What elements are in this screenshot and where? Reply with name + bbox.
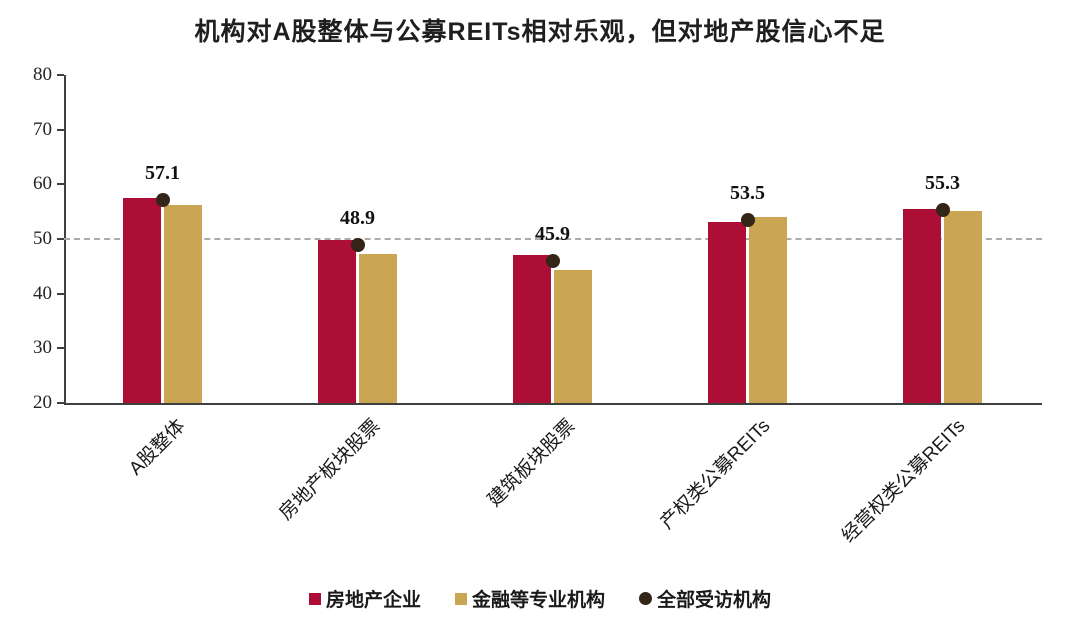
x-axis-line [64,403,1042,405]
bar-series-1 [903,209,941,403]
reference-line [64,238,1042,240]
data-label: 45.9 [535,223,570,246]
x-axis-label: A股整体 [124,415,189,480]
y-axis-line [64,75,66,405]
dot-marker [935,203,950,218]
y-axis-tick [57,402,64,404]
dot-marker [740,212,755,227]
y-axis-tick-label: 30 [33,337,52,359]
y-axis-tick [57,292,64,295]
dot-marker [350,238,365,252]
bar-series-1 [513,255,551,403]
data-label: 57.1 [145,162,180,185]
legend-item-series-2: 金融等专业机构 [454,585,605,612]
y-axis-tick-label: 40 [33,282,52,304]
y-axis-tick [57,238,64,240]
x-axis-label: 建筑板块股票 [483,415,579,512]
bar-series-2 [164,205,202,403]
y-axis-tick-label: 70 [33,118,52,140]
y-axis-tick-label: 20 [33,392,52,413]
dot-marker [155,193,170,208]
x-axis-label: 经营权类公募REITs [837,415,969,547]
legend-square-icon [308,592,321,605]
data-label: 55.3 [925,172,960,195]
bar-series-2 [554,270,592,403]
chart-title: 机构对A股整体与公募REITs相对乐观，但对地产股信心不足 [194,18,886,46]
x-axis-label: 产权类公募REITs [656,415,774,534]
legend-label: 房地产企业 [325,590,421,611]
legend-item-series-3: 全部受访机构 [639,585,771,612]
legend-label: 全部受访机构 [657,590,772,611]
bar-series-2 [944,210,982,403]
bar-series-1 [318,240,356,403]
y-axis-tick-label: 60 [33,173,52,195]
bar-series-2 [359,254,397,403]
legend: 房地产企业 金融等专业机构 全部受访机构 [0,585,1080,612]
bar-series-1 [708,221,746,403]
legend-item-series-1: 房地产企业 [308,585,421,612]
y-axis-tick [57,347,64,350]
y-axis-tick-label: 80 [33,64,52,85]
legend-label: 金融等专业机构 [471,590,605,611]
y-axis-tick-label: 50 [33,228,52,249]
legend-square-icon [454,592,467,605]
data-label: 48.9 [340,207,375,229]
y-axis-tick [57,128,64,131]
x-axis-label: 房地产板块股票 [274,415,384,525]
y-axis-tick [57,183,64,186]
data-label: 53.5 [730,181,765,204]
y-axis-tick [57,74,64,76]
dot-marker [545,254,560,269]
bar-series-1 [123,198,161,403]
legend-dot-icon [639,592,652,605]
bar-series-2 [749,216,787,403]
